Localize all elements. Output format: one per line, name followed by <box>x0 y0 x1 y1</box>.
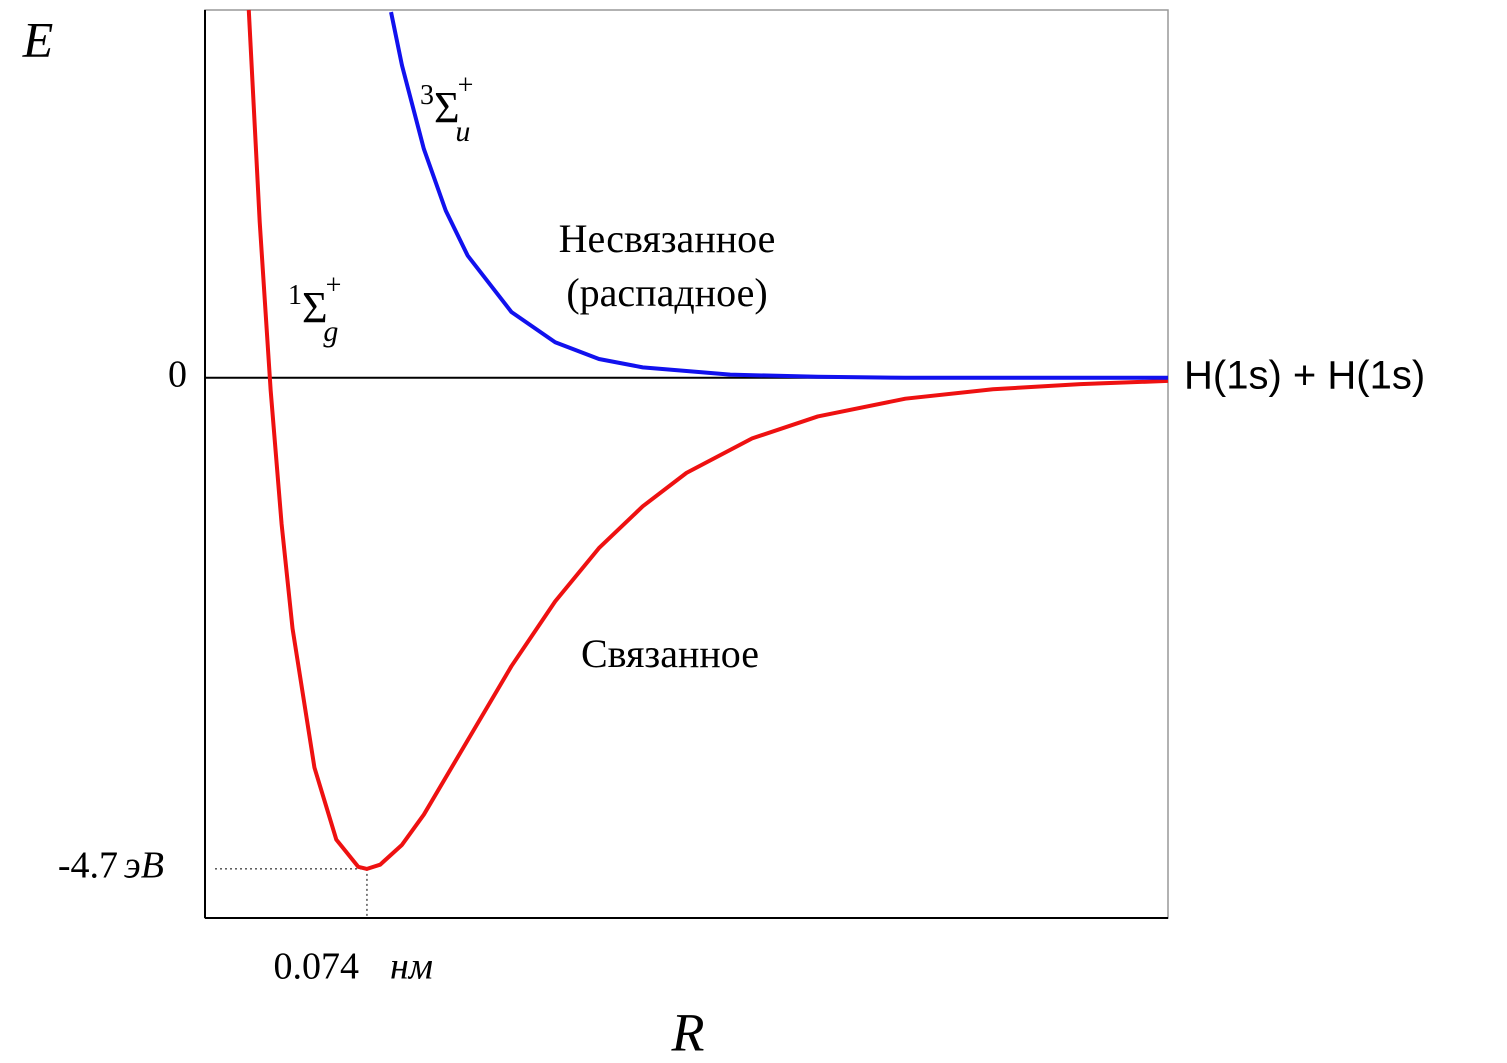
antibonding-label: Несвязанное <box>559 216 776 261</box>
x-tick-label: 0.074 <box>273 946 359 988</box>
antibonding-label: (распадное) <box>566 270 767 315</box>
y-axis-label: E <box>22 11 54 67</box>
y-tick-label: -4.7 <box>58 845 118 887</box>
term-sub: u <box>455 115 470 148</box>
term-symbol: Σ <box>302 283 328 332</box>
antibonding-term: 3Σ+ u <box>420 70 473 147</box>
x-axis-label: R <box>671 1002 705 1062</box>
asymptote-label: H(1s) + H(1s) <box>1184 354 1425 398</box>
curve <box>389 11 1168 380</box>
bonding-label: Связанное <box>581 631 759 676</box>
term-multiplicity: 3 <box>420 80 434 111</box>
y-tick-label: 0 <box>168 354 187 396</box>
y-unit: эВ <box>124 845 164 887</box>
term-sup: + <box>458 70 474 101</box>
plot-frame <box>204 9 1169 919</box>
bonding-term: 1Σ+ g <box>288 270 341 347</box>
term-sup: + <box>326 270 342 301</box>
x-unit: нм <box>390 946 433 988</box>
term-sub: g <box>323 315 338 348</box>
curve <box>246 9 1169 871</box>
term-multiplicity: 1 <box>288 280 302 311</box>
term-symbol: Σ <box>434 83 460 132</box>
